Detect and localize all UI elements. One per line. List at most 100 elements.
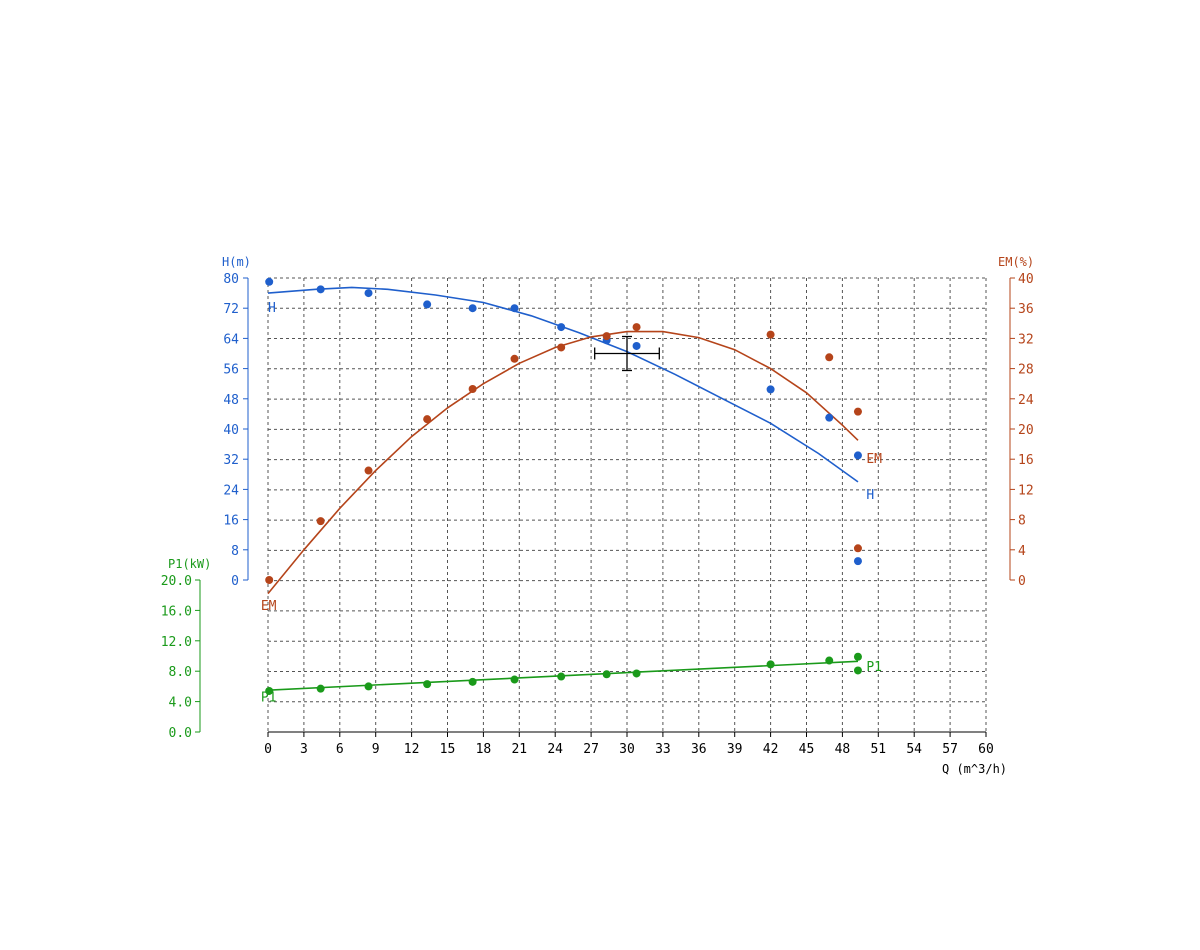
- h-data-point: [510, 304, 519, 313]
- em-tick-label: 4: [1018, 544, 1026, 559]
- data-points: [265, 277, 862, 695]
- h-tick-label: 80: [223, 272, 239, 287]
- p1-data-point: [510, 675, 519, 684]
- h-tick-label: 32: [223, 453, 239, 468]
- h-data-point: [364, 289, 373, 298]
- em-curve-label: EM: [866, 452, 882, 467]
- p1-data-point: [468, 677, 477, 686]
- p1-data-point: [632, 669, 641, 678]
- h-data-point: [632, 341, 641, 350]
- h-data-point: [853, 451, 862, 460]
- p1-curve-label: P1: [261, 691, 277, 706]
- x-tick-label: 51: [870, 742, 886, 757]
- h-curve-label: H: [866, 488, 874, 503]
- x-tick-label: 6: [336, 742, 344, 757]
- x-tick-label: 57: [942, 742, 958, 757]
- h-axis-title: H(m): [222, 255, 251, 269]
- em-tick-label: 16: [1018, 453, 1034, 468]
- h-data-point: [468, 304, 477, 313]
- x-tick-label: 12: [404, 742, 420, 757]
- h-curve-label: H: [268, 301, 276, 316]
- p1-axis-title: P1(kW): [168, 557, 211, 571]
- x-tick-label: 54: [906, 742, 922, 757]
- h-tick-label: 16: [223, 514, 239, 529]
- grid: [267, 277, 987, 733]
- h-data-point: [853, 557, 862, 566]
- em-data-point: [423, 415, 432, 424]
- p1-curve-label: P1: [866, 660, 882, 675]
- h-data-point: [766, 385, 775, 394]
- x-tick-label: 15: [440, 742, 456, 757]
- em-data-point: [766, 330, 775, 339]
- em-data-point: [602, 332, 611, 341]
- em-data-point: [557, 343, 566, 352]
- x-tick-label: 33: [655, 742, 671, 757]
- h-fit-curve: [267, 286, 859, 483]
- p1-tick-label: 20.0: [161, 574, 192, 589]
- x-tick-label: 27: [583, 742, 599, 757]
- em-curve-label: EM: [261, 599, 277, 614]
- p1-data-point: [825, 656, 834, 665]
- em-data-point: [632, 323, 641, 332]
- x-tick-label: 45: [799, 742, 815, 757]
- em-data-point: [468, 384, 477, 393]
- h-tick-label: 0: [231, 574, 239, 589]
- x-tick-label: 0: [264, 742, 272, 757]
- x-tick-label: 42: [763, 742, 779, 757]
- em-tick-label: 28: [1018, 363, 1034, 378]
- h-data-point: [423, 300, 432, 309]
- x-tick-label: 21: [511, 742, 527, 757]
- h-data-point: [825, 413, 834, 422]
- em-data-point: [853, 407, 862, 416]
- em-tick-label: 40: [1018, 272, 1034, 287]
- p1-tick-label: 8.0: [169, 665, 192, 680]
- labels: H H EM EM P1 P1: [261, 301, 882, 706]
- em-data-point: [853, 544, 862, 553]
- p1-data-point: [557, 672, 566, 681]
- x-tick-label: 48: [835, 742, 851, 757]
- em-data-point: [510, 354, 519, 363]
- em-data-point: [316, 517, 325, 526]
- p1-data-point: [602, 670, 611, 679]
- p1-data-point: [265, 686, 274, 695]
- h-data-point: [316, 285, 325, 294]
- em-tick-label: 36: [1018, 302, 1034, 317]
- h-tick-label: 48: [223, 393, 239, 408]
- p1-tick-label: 0.0: [169, 726, 192, 741]
- p1-tick-label: 12.0: [161, 635, 192, 650]
- em-data-point: [364, 466, 373, 475]
- em-tick-label: 12: [1018, 483, 1034, 498]
- em-tick-label: 20: [1018, 423, 1034, 438]
- em-data-point: [825, 353, 834, 362]
- x-tick-label: 36: [691, 742, 707, 757]
- em-fit-curve: [267, 330, 859, 595]
- em-data-point: [265, 576, 274, 584]
- p1-data-point: [853, 652, 862, 661]
- x-tick-label: 24: [547, 742, 563, 757]
- h-data-point: [557, 323, 566, 332]
- em-tick-label: 32: [1018, 332, 1034, 347]
- h-data-point: [265, 277, 274, 286]
- h-tick-label: 64: [223, 332, 239, 347]
- x-tick-label: 39: [727, 742, 743, 757]
- x-tick-label: 30: [619, 742, 635, 757]
- p1-tick-label: 4.0: [169, 696, 192, 711]
- p1-tick-label: 16.0: [161, 604, 192, 619]
- h-tick-label: 56: [223, 363, 239, 378]
- x-tick-label: 60: [978, 742, 994, 757]
- em-axis-title: EM(%): [998, 255, 1034, 269]
- p1-data-point: [316, 684, 325, 693]
- p1-data-point: [766, 660, 775, 669]
- em-tick-label: 8: [1018, 514, 1026, 529]
- axes: 0 3 6 9 12 15 18 21 24 27 30 33 36 39 42 45 48 51 54 57 60Q …: [161, 255, 1034, 776]
- p1-data-point: [364, 682, 373, 691]
- p1-data-point: [423, 680, 432, 689]
- h-tick-label: 24: [223, 483, 239, 498]
- h-tick-label: 72: [223, 302, 239, 317]
- x-tick-label: 18: [476, 742, 492, 757]
- h-tick-label: 8: [231, 544, 239, 559]
- p1-data-point: [853, 666, 862, 675]
- x-tick-label: 9: [372, 742, 380, 757]
- x-tick-label: 3: [300, 742, 308, 757]
